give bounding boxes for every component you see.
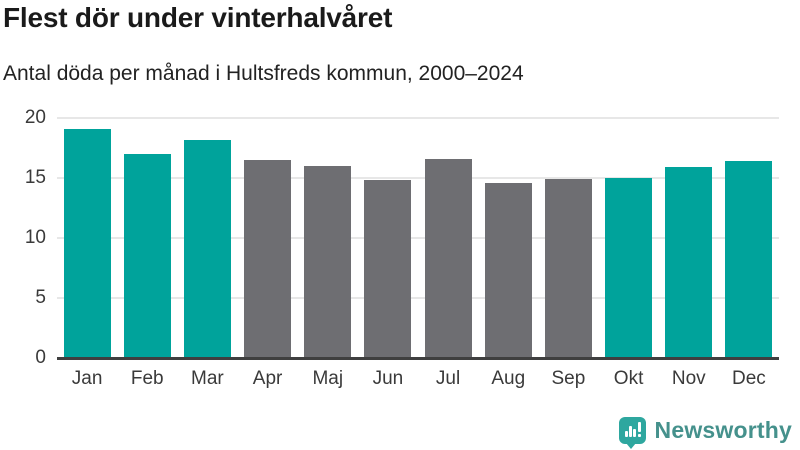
bar-okt: [605, 178, 653, 358]
bar-feb: [123, 154, 171, 358]
x-tick-label-maj: Maj: [312, 368, 344, 389]
x-tick-label-okt: Okt: [613, 368, 644, 389]
bar-jun: [364, 180, 412, 358]
y-tick-label-20: 20: [24, 107, 46, 128]
y-tick-label-0: 0: [35, 347, 46, 368]
x-tick-label-aug: Aug: [491, 368, 526, 389]
gridline-y-5: [57, 297, 779, 299]
x-tick-label-jan: Jan: [71, 368, 103, 389]
x-tick-label-apr: Apr: [252, 368, 283, 389]
bar-dec: [725, 161, 773, 358]
bar-sep: [544, 179, 592, 358]
bar-maj: [304, 166, 352, 358]
speech-bubble-tail: [625, 443, 636, 449]
bar-mar: [183, 139, 231, 358]
brand-logo: Newsworthy: [618, 417, 792, 449]
gridline-y-15: [57, 177, 779, 179]
y-tick-label-10: 10: [24, 227, 46, 248]
bar-aug: [484, 182, 532, 358]
plot-area: [57, 117, 779, 360]
bar-apr: [244, 160, 292, 358]
x-axis-line: [57, 357, 779, 360]
bar-nov: [665, 167, 713, 358]
y-tick-label-5: 5: [35, 287, 46, 308]
exclamation-icon: [637, 422, 641, 432]
x-tick-label-dec: Dec: [732, 368, 766, 389]
x-tick-label-feb: Feb: [130, 368, 164, 389]
bar-jan: [63, 128, 111, 358]
x-tick-label-mar: Mar: [191, 368, 224, 389]
newsworthy-logo-icon: [618, 417, 646, 449]
gridline-y-20: [57, 117, 779, 119]
chart-title: Flest dör under vinterhalvåret: [3, 2, 393, 33]
x-tick-label-jul: Jul: [435, 368, 461, 389]
bar-jul: [424, 158, 472, 358]
chart-subtitle: Antal döda per månad i Hultsfreds kommun…: [3, 62, 524, 85]
y-tick-label-15: 15: [24, 167, 46, 188]
gridline-y-10: [57, 237, 779, 239]
brand-name: Newsworthy: [654, 417, 792, 443]
x-tick-label-sep: Sep: [551, 368, 586, 389]
x-tick-label-nov: Nov: [671, 368, 706, 389]
x-tick-label-jun: Jun: [372, 368, 404, 389]
